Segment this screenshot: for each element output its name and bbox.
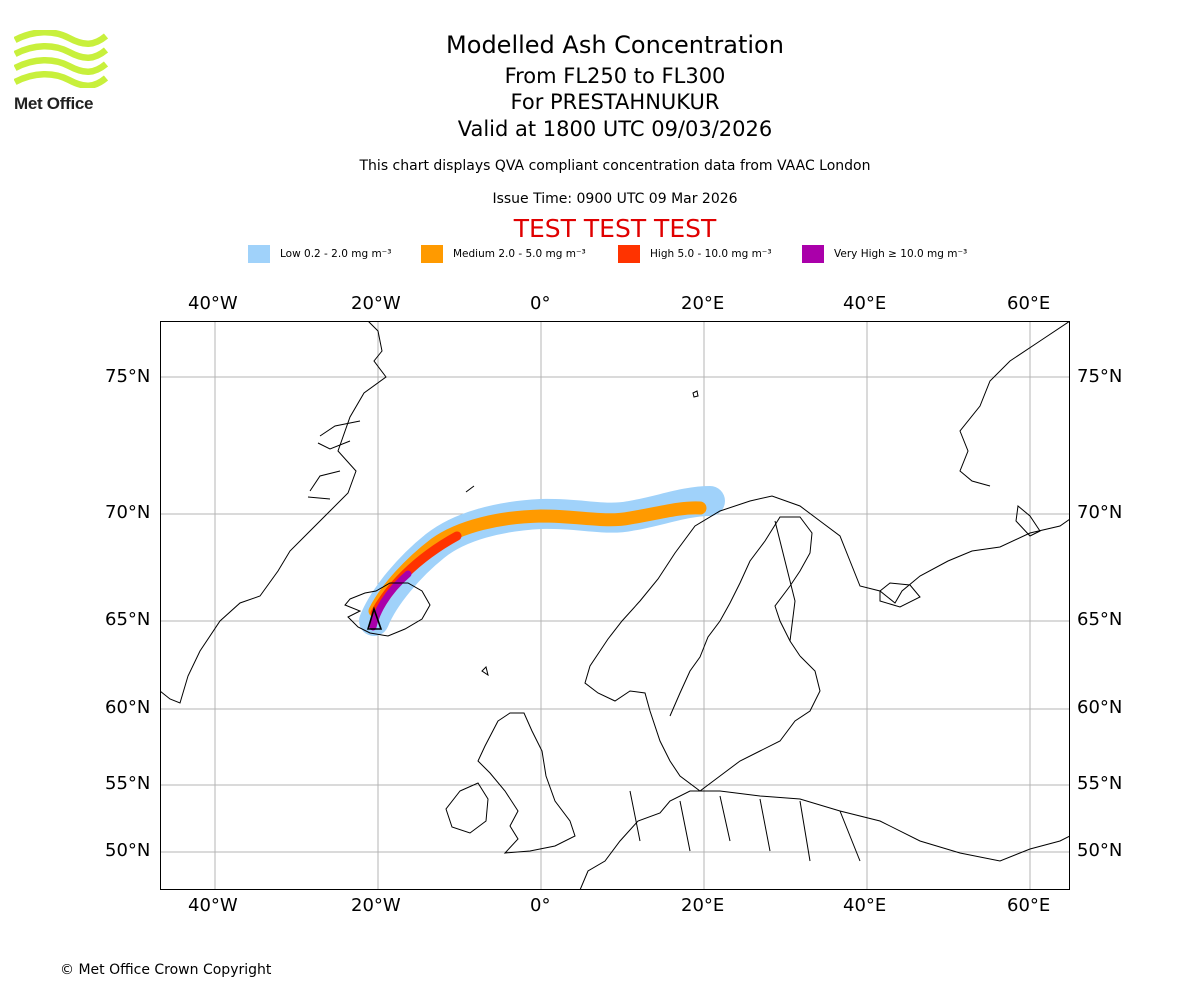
lat-label-right-75n: 75°N: [1077, 366, 1123, 387]
lat-label-right-70n: 70°N: [1077, 502, 1123, 523]
legend-item-low: Low 0.2 - 2.0 mg m⁻³: [248, 244, 391, 264]
lat-label-right-60n: 60°N: [1077, 697, 1123, 718]
lon-label-bottom-60e: 60°E: [1007, 895, 1051, 916]
coast-jan-mayen: [465, 485, 475, 493]
legend-swatch-high: [618, 245, 640, 263]
volcano-marker-icon: [366, 606, 383, 630]
volcano-name: For PRESTAHNUKUR: [510, 90, 720, 114]
coast-norway: [599, 495, 1070, 652]
flight-level-range: From FL250 to FL300: [504, 64, 726, 88]
lon-label-top-40w: 40°W: [188, 293, 238, 314]
logo-text: Met Office: [14, 94, 94, 113]
map-frame: [160, 321, 1070, 890]
coast-norway-south: [584, 650, 821, 792]
legend-label-very-high: Very High ≥ 10.0 mg m⁻³: [834, 248, 968, 260]
legend-label-low: Low 0.2 - 2.0 mg m⁻³: [280, 248, 392, 260]
legend-swatch-medium: [421, 245, 443, 263]
valid-time: Valid at 1800 UTC 09/03/2026: [457, 117, 773, 141]
legend-swatch-low: [248, 245, 270, 263]
coast-greenland: [160, 321, 387, 704]
ash-very-high: [369, 570, 412, 631]
coast-ireland: [445, 782, 489, 834]
coast-white-sea: [879, 582, 921, 608]
lon-label-top-20w: 20°W: [351, 293, 401, 314]
chart-title: Modelled Ash Concentration: [446, 31, 784, 59]
lat-label-left-50n: 50°N: [105, 840, 151, 861]
lon-label-top-40e: 40°E: [843, 293, 887, 314]
lat-label-right-65n: 65°N: [1077, 609, 1123, 630]
border-lines: [629, 790, 861, 862]
lat-label-left-65n: 65°N: [105, 609, 151, 630]
legend-label-high: High 5.0 - 10.0 mg m⁻³: [650, 248, 772, 260]
lat-label-right-55n: 55°N: [1077, 773, 1123, 794]
coast-great-britain: [477, 712, 576, 854]
coast-novaya-zemlya: [959, 321, 1070, 487]
lon-label-bottom-0: 0°: [530, 895, 551, 916]
coast-baltic: [669, 516, 813, 717]
coast-bear-island: [692, 390, 699, 398]
legend-item-very-high: Very High ≥ 10.0 mg m⁻³: [802, 244, 967, 264]
coast-faroe: [481, 666, 489, 677]
coast-continent: [579, 790, 1070, 890]
lat-label-left-60n: 60°N: [105, 697, 151, 718]
coast-greenland-fjords: [307, 420, 361, 500]
issue-time: Issue Time: 0900 UTC 09 Mar 2026: [492, 191, 738, 207]
lat-label-right-50n: 50°N: [1077, 840, 1123, 861]
legend-label-medium: Medium 2.0 - 5.0 mg m⁻³: [453, 248, 586, 260]
lon-label-top-0: 0°: [530, 293, 551, 314]
legend-swatch-very-high: [802, 245, 824, 263]
copyright: © Met Office Crown Copyright: [60, 962, 272, 978]
coast-iceland: [344, 582, 431, 637]
lat-label-left-55n: 55°N: [105, 773, 151, 794]
met-office-logo: Met Office: [13, 29, 109, 113]
coast-finland-border: [774, 520, 796, 642]
wave-logo-icon: [13, 29, 109, 89]
lat-label-left-75n: 75°N: [105, 366, 151, 387]
legend-item-medium: Medium 2.0 - 5.0 mg m⁻³: [421, 244, 586, 264]
qva-note: This chart displays QVA compliant concen…: [359, 158, 871, 174]
lon-label-top-20e: 20°E: [681, 293, 725, 314]
lon-label-bottom-20e: 20°E: [681, 895, 725, 916]
legend-item-high: High 5.0 - 10.0 mg m⁻³: [618, 244, 772, 264]
lon-label-bottom-40e: 40°E: [843, 895, 887, 916]
lon-label-top-60e: 60°E: [1007, 293, 1051, 314]
coastlines: [160, 321, 1070, 890]
ash-plume: [359, 486, 725, 636]
lon-label-bottom-20w: 20°W: [351, 895, 401, 916]
lat-label-left-70n: 70°N: [105, 502, 151, 523]
test-banner: TEST TEST TEST: [513, 214, 717, 243]
coast-yamal: [1015, 505, 1041, 537]
lon-label-bottom-40w: 40°W: [188, 895, 238, 916]
